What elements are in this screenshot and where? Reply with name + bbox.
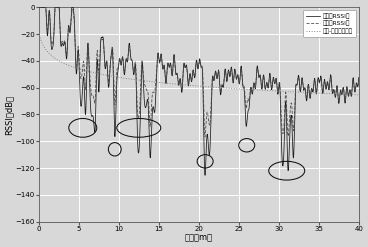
对数-幂次拟合曲线	[357, 93, 361, 96]
对数-幂次拟合曲线	[269, 89, 273, 92]
补偿后RSSI值	[171, 62, 176, 65]
补偿后RSSI值	[357, 78, 361, 81]
补偿后RSSI值	[203, 136, 207, 139]
补偿后RSSI值	[331, 91, 335, 94]
对数-幂次拟合曲线	[331, 92, 335, 95]
补偿前RSSI值	[171, 61, 176, 64]
补偿前RSSI值	[174, 73, 178, 76]
补偿前RSSI值	[37, 6, 41, 9]
对数-幂次拟合曲线	[189, 84, 193, 87]
X-axis label: 距离（m）: 距离（m）	[185, 233, 213, 242]
Line: 对数-幂次拟合曲线: 对数-幂次拟合曲线	[39, 33, 359, 95]
补偿前RSSI值	[189, 77, 193, 80]
补偿前RSSI值	[357, 76, 361, 79]
补偿前RSSI值	[331, 91, 335, 94]
补偿后RSSI值	[347, 92, 351, 95]
补偿后RSSI值	[37, 6, 41, 9]
Line: 补偿后RSSI值: 补偿后RSSI值	[39, 7, 359, 137]
补偿后RSSI值	[174, 72, 178, 75]
补偿前RSSI值	[347, 93, 351, 96]
Line: 补偿前RSSI值: 补偿前RSSI值	[39, 7, 359, 175]
对数-幂次拟合曲线	[347, 93, 351, 96]
对数-幂次拟合曲线	[37, 31, 41, 34]
Legend: 补偿前RSSI值, 补偿后RSSI值, 对数-幂次拟合曲线: 补偿前RSSI值, 补偿后RSSI值, 对数-幂次拟合曲线	[303, 10, 356, 37]
补偿前RSSI值	[269, 87, 273, 90]
Y-axis label: RSSI（dB）: RSSI（dB）	[5, 94, 14, 135]
补偿前RSSI值	[203, 174, 207, 177]
补偿后RSSI值	[189, 76, 193, 79]
对数-幂次拟合曲线	[174, 82, 178, 85]
对数-幂次拟合曲线	[171, 82, 176, 85]
补偿后RSSI值	[269, 86, 273, 89]
